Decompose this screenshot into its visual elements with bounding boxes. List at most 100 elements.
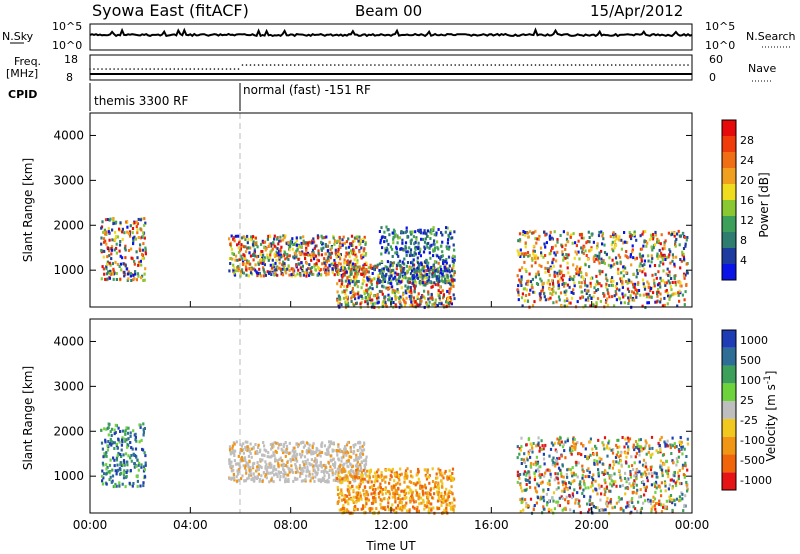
echo-cell [340, 488, 343, 492]
echo-cell [363, 279, 366, 283]
echo-cell [350, 251, 353, 255]
echo-cell [365, 455, 368, 459]
nave-point [245, 64, 248, 66]
echo-cell [397, 236, 400, 240]
echo-cell [529, 280, 533, 284]
echo-cell [142, 231, 145, 235]
echo-cell [302, 441, 305, 445]
echo-cell [592, 453, 595, 456]
echo-cell [423, 240, 427, 244]
echo-cell [600, 284, 603, 288]
echo-cell [331, 473, 334, 477]
echo-cell [329, 465, 332, 469]
echo-cell [346, 510, 349, 514]
echo-cell [678, 299, 681, 303]
echo-cell [124, 432, 127, 436]
echo-cell [353, 250, 356, 254]
nave-point [590, 64, 593, 66]
echo-cell [310, 458, 313, 462]
echo-cell [265, 468, 268, 472]
echo-cell [281, 449, 284, 453]
echo-cell [524, 268, 527, 271]
echo-cell [279, 235, 282, 239]
echo-cell [396, 288, 399, 292]
echo-cell [362, 506, 365, 510]
echo-cell [563, 284, 566, 288]
echo-cell [122, 473, 125, 476]
echo-cell [102, 255, 105, 259]
echo-cell [520, 501, 523, 505]
echo-cell [362, 459, 365, 463]
echo-cell [340, 468, 343, 472]
echo-cell [103, 427, 106, 431]
echo-cell [434, 481, 437, 485]
colorbar-swatch [722, 264, 736, 280]
nave-point [534, 64, 537, 66]
echo-cell [680, 445, 683, 449]
echo-cell [379, 482, 382, 486]
echo-cell [422, 274, 425, 278]
echo-cell [444, 469, 447, 473]
echo-cell [289, 242, 292, 245]
echo-cell [552, 443, 555, 447]
echo-cell [301, 472, 304, 476]
echo-cell [451, 472, 454, 475]
echo-cell [445, 509, 448, 513]
echo-cell [611, 466, 614, 470]
echo-cell [127, 270, 130, 274]
echo-cell [326, 249, 330, 253]
echo-cell [551, 287, 554, 291]
echo-cell [358, 456, 361, 460]
echo-cell [345, 240, 348, 244]
echo-cell [534, 275, 537, 279]
echo-cell [363, 274, 366, 278]
echo-cell [327, 449, 330, 453]
echo-cell [587, 467, 590, 471]
echo-cell [111, 228, 114, 232]
echo-cell [602, 237, 605, 241]
echo-cell [387, 287, 390, 291]
echo-cell [303, 252, 306, 256]
echo-cell [439, 285, 442, 289]
echo-cell [519, 255, 522, 258]
echo-cell [643, 263, 646, 267]
nave-point [330, 64, 332, 66]
echo-cell [243, 479, 246, 483]
echo-cell [113, 447, 116, 450]
echo-cell [344, 478, 347, 482]
echo-cell [346, 301, 350, 305]
echo-cell [655, 472, 658, 476]
echo-cell [674, 244, 677, 248]
echo-cell [305, 462, 308, 465]
echo-cell [108, 271, 111, 275]
echo-cell [637, 281, 640, 285]
echo-cell [339, 448, 342, 452]
echo-cell [277, 266, 280, 270]
echo-cell [387, 468, 390, 472]
echo-cell [527, 235, 530, 239]
echo-cell [339, 285, 342, 289]
echo-cell [248, 262, 251, 266]
echo-cell [381, 492, 384, 496]
echo-cell [355, 245, 358, 249]
echo-cell [639, 508, 642, 512]
power-colorbar-label: Power [dB] [757, 172, 771, 237]
echo-cell [230, 464, 233, 468]
echo-cell [537, 436, 540, 440]
echo-cell [329, 441, 332, 445]
echo-cell [330, 459, 333, 463]
echo-cell [252, 446, 255, 450]
echo-cell [337, 303, 340, 307]
echo-cell [580, 233, 583, 236]
echo-cell [400, 286, 403, 290]
echo-cell [403, 262, 406, 266]
echo-cell [319, 478, 322, 482]
echo-cell [265, 449, 268, 453]
echo-cell [282, 451, 285, 455]
echo-cell [316, 258, 319, 262]
echo-cell [279, 239, 282, 243]
echo-cell [307, 243, 310, 247]
echo-cell [335, 470, 338, 474]
echo-cell [443, 490, 447, 494]
echo-cell [539, 296, 542, 300]
